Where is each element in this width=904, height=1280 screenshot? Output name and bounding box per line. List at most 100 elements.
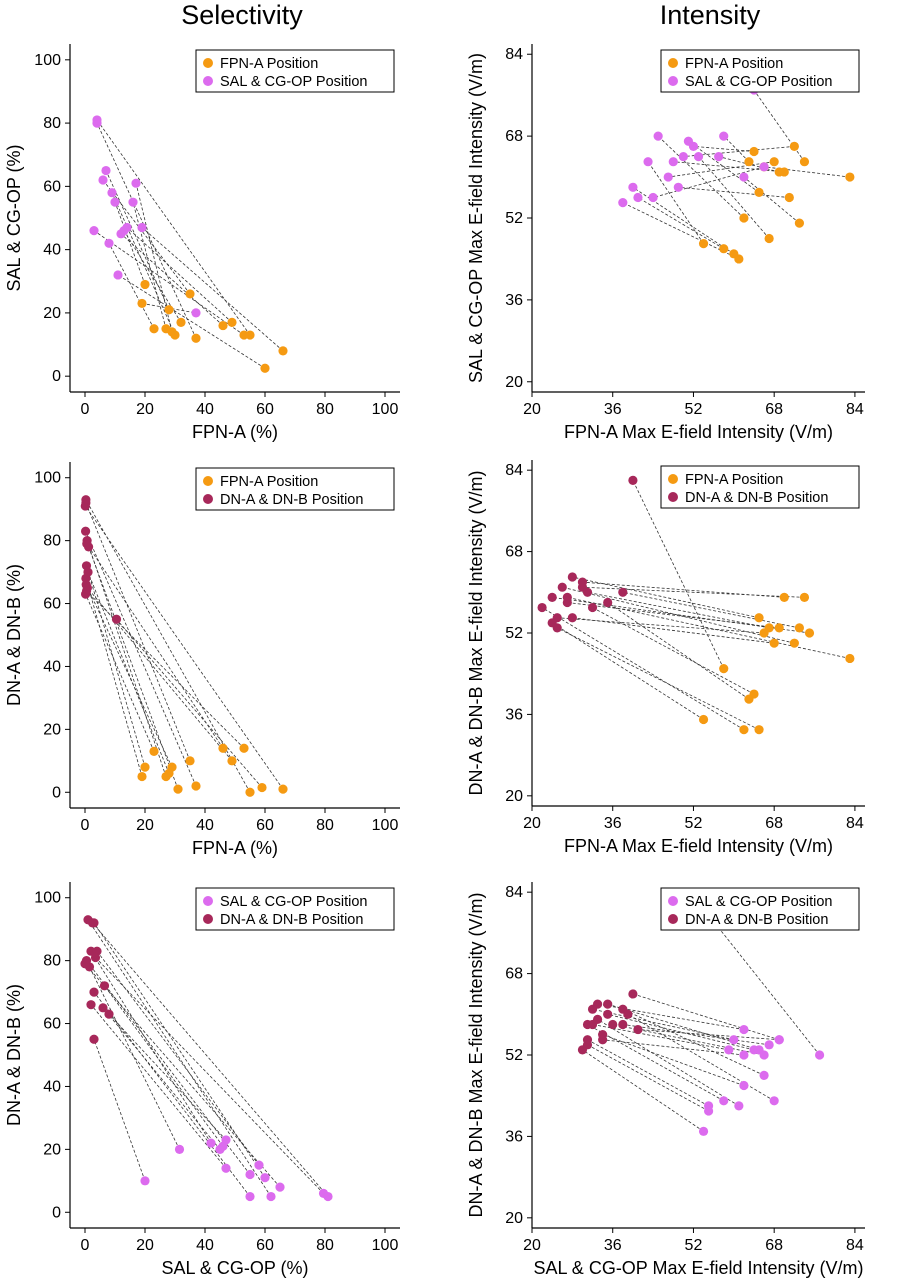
legend-label: FPN-A Position [685,472,783,488]
data-point-dn [608,1019,618,1030]
data-point-fpn [278,346,288,356]
x-tick-label: 84 [846,815,864,832]
pair-link-line [587,1039,709,1107]
pair-link-line [541,607,745,731]
chart-int-dn-sal: 20 36 52 68 84 20 36 52 68 84 SAL & CG-OP Max E-fi… [466,882,865,1278]
data-point-sal [739,1024,749,1035]
y-tick-label: 68 [505,128,523,145]
pair-link-line [698,156,770,239]
pair-link-line [116,619,263,788]
x-tick-label: 60 [256,401,274,418]
chart-sel-sal-fpn: 0 20 40 60 80 100 0 20 40 60 80 100 FPN-A (%) SAL & C… [4,44,400,442]
data-point-sal [113,270,123,280]
data-point-dn [104,1009,114,1019]
pair-link-line [84,505,284,790]
data-point-fpn [769,638,779,648]
pair-link-line [86,540,167,777]
y-tick-label: 0 [52,368,61,385]
data-point-dn [598,1035,608,1045]
pair-link-line [668,161,775,178]
x-tick-label: 80 [316,1237,334,1254]
pair-link-line [602,1034,745,1086]
pair-link-line [567,596,850,659]
pair-link-line [632,186,735,255]
data-point-fpn [769,157,779,167]
pair-link-line [111,192,176,336]
data-point-sal [221,1163,231,1173]
pair-link-line [102,1007,221,1150]
legend-marker-sal [668,76,678,86]
x-tick-label: 20 [136,817,154,834]
data-point-dn [87,918,98,928]
pair-link-line [85,578,143,777]
data-point-fpn [239,743,249,753]
legend-label: SAL & CG-OP Position [685,894,832,910]
pair-link-line [753,89,805,162]
y-tick-label: 60 [43,1016,61,1033]
data-point-dn [537,602,547,613]
legend-marker-fpn [203,58,213,68]
y-tick-label: 36 [505,292,523,309]
data-point-sal [648,192,658,203]
data-point-fpn [739,213,749,223]
data-point-sal [693,151,704,162]
data-point-fpn [161,324,171,334]
x-tick-label: 40 [196,1237,214,1254]
data-point-dn [89,1034,99,1044]
data-point-sal [673,182,683,192]
data-point-sal [698,1126,709,1136]
chart-sel-dn-fpn: 0 20 40 60 80 100 0 20 40 60 80 100 FPN-A (%) DN-A & … [4,462,400,858]
legend-label: DN-A & DN-B Position [220,912,363,928]
data-point-dn [81,526,91,536]
data-point-sal [245,1169,255,1180]
pair-link-line [132,202,167,329]
x-tick-label: 36 [604,401,622,418]
pair-link-line [582,581,785,598]
y-axis-label: SAL & CG-OP Max E-field Intensity (V/m) [466,53,486,383]
data-point-dn [623,1009,633,1019]
pair-link-line [90,1004,227,1169]
pair-link-line [108,243,155,329]
y-tick-label: 36 [505,1128,523,1145]
data-point-dn [111,614,122,624]
data-point-sal [131,178,141,188]
y-tick-label: 20 [505,788,523,805]
legend-box [660,49,860,93]
y-axis-label: DN-A & DN-B Max E-field Intensity (V/m) [466,892,486,1217]
pair-link-line [572,617,775,644]
y-tick-label: 20 [505,374,523,391]
pair-link-line [647,161,704,244]
data-point-sal [104,238,114,248]
y-tick-label: 52 [505,625,523,642]
pair-link-line [84,963,281,1188]
y-tick-label: 80 [43,953,61,970]
data-point-dn [89,987,99,997]
data-point-dn [99,981,110,991]
data-point-dn [567,572,577,582]
pair-link-line [723,135,750,162]
legend-marker-fpn [668,58,678,68]
legend-marker-dn [668,914,678,924]
y-axis-label: DN-A & DN-B (%) [4,984,24,1126]
data-point-fpn [804,628,815,638]
pair-link-line [120,233,224,326]
data-point-fpn [799,592,810,602]
data-point-sal [137,222,147,233]
legend-marker-fpn [203,476,213,486]
data-point-dn [567,613,577,623]
data-point-dn [547,592,557,602]
data-point-sal [774,1035,784,1045]
data-point-sal [92,115,102,125]
pair-link-line [607,602,750,700]
data-point-sal [191,308,201,318]
y-tick-label: 0 [52,784,61,801]
x-tick-label: 52 [685,401,703,418]
y-tick-label: 68 [505,544,523,561]
legend-label: SAL & CG-OP Position [220,74,367,90]
data-point-fpn [185,756,195,766]
data-point-sal [769,1096,779,1106]
x-tick-label: 0 [81,401,90,418]
data-point-sal [653,131,663,141]
data-point-dn [98,1003,108,1013]
data-point-dn [83,567,93,577]
